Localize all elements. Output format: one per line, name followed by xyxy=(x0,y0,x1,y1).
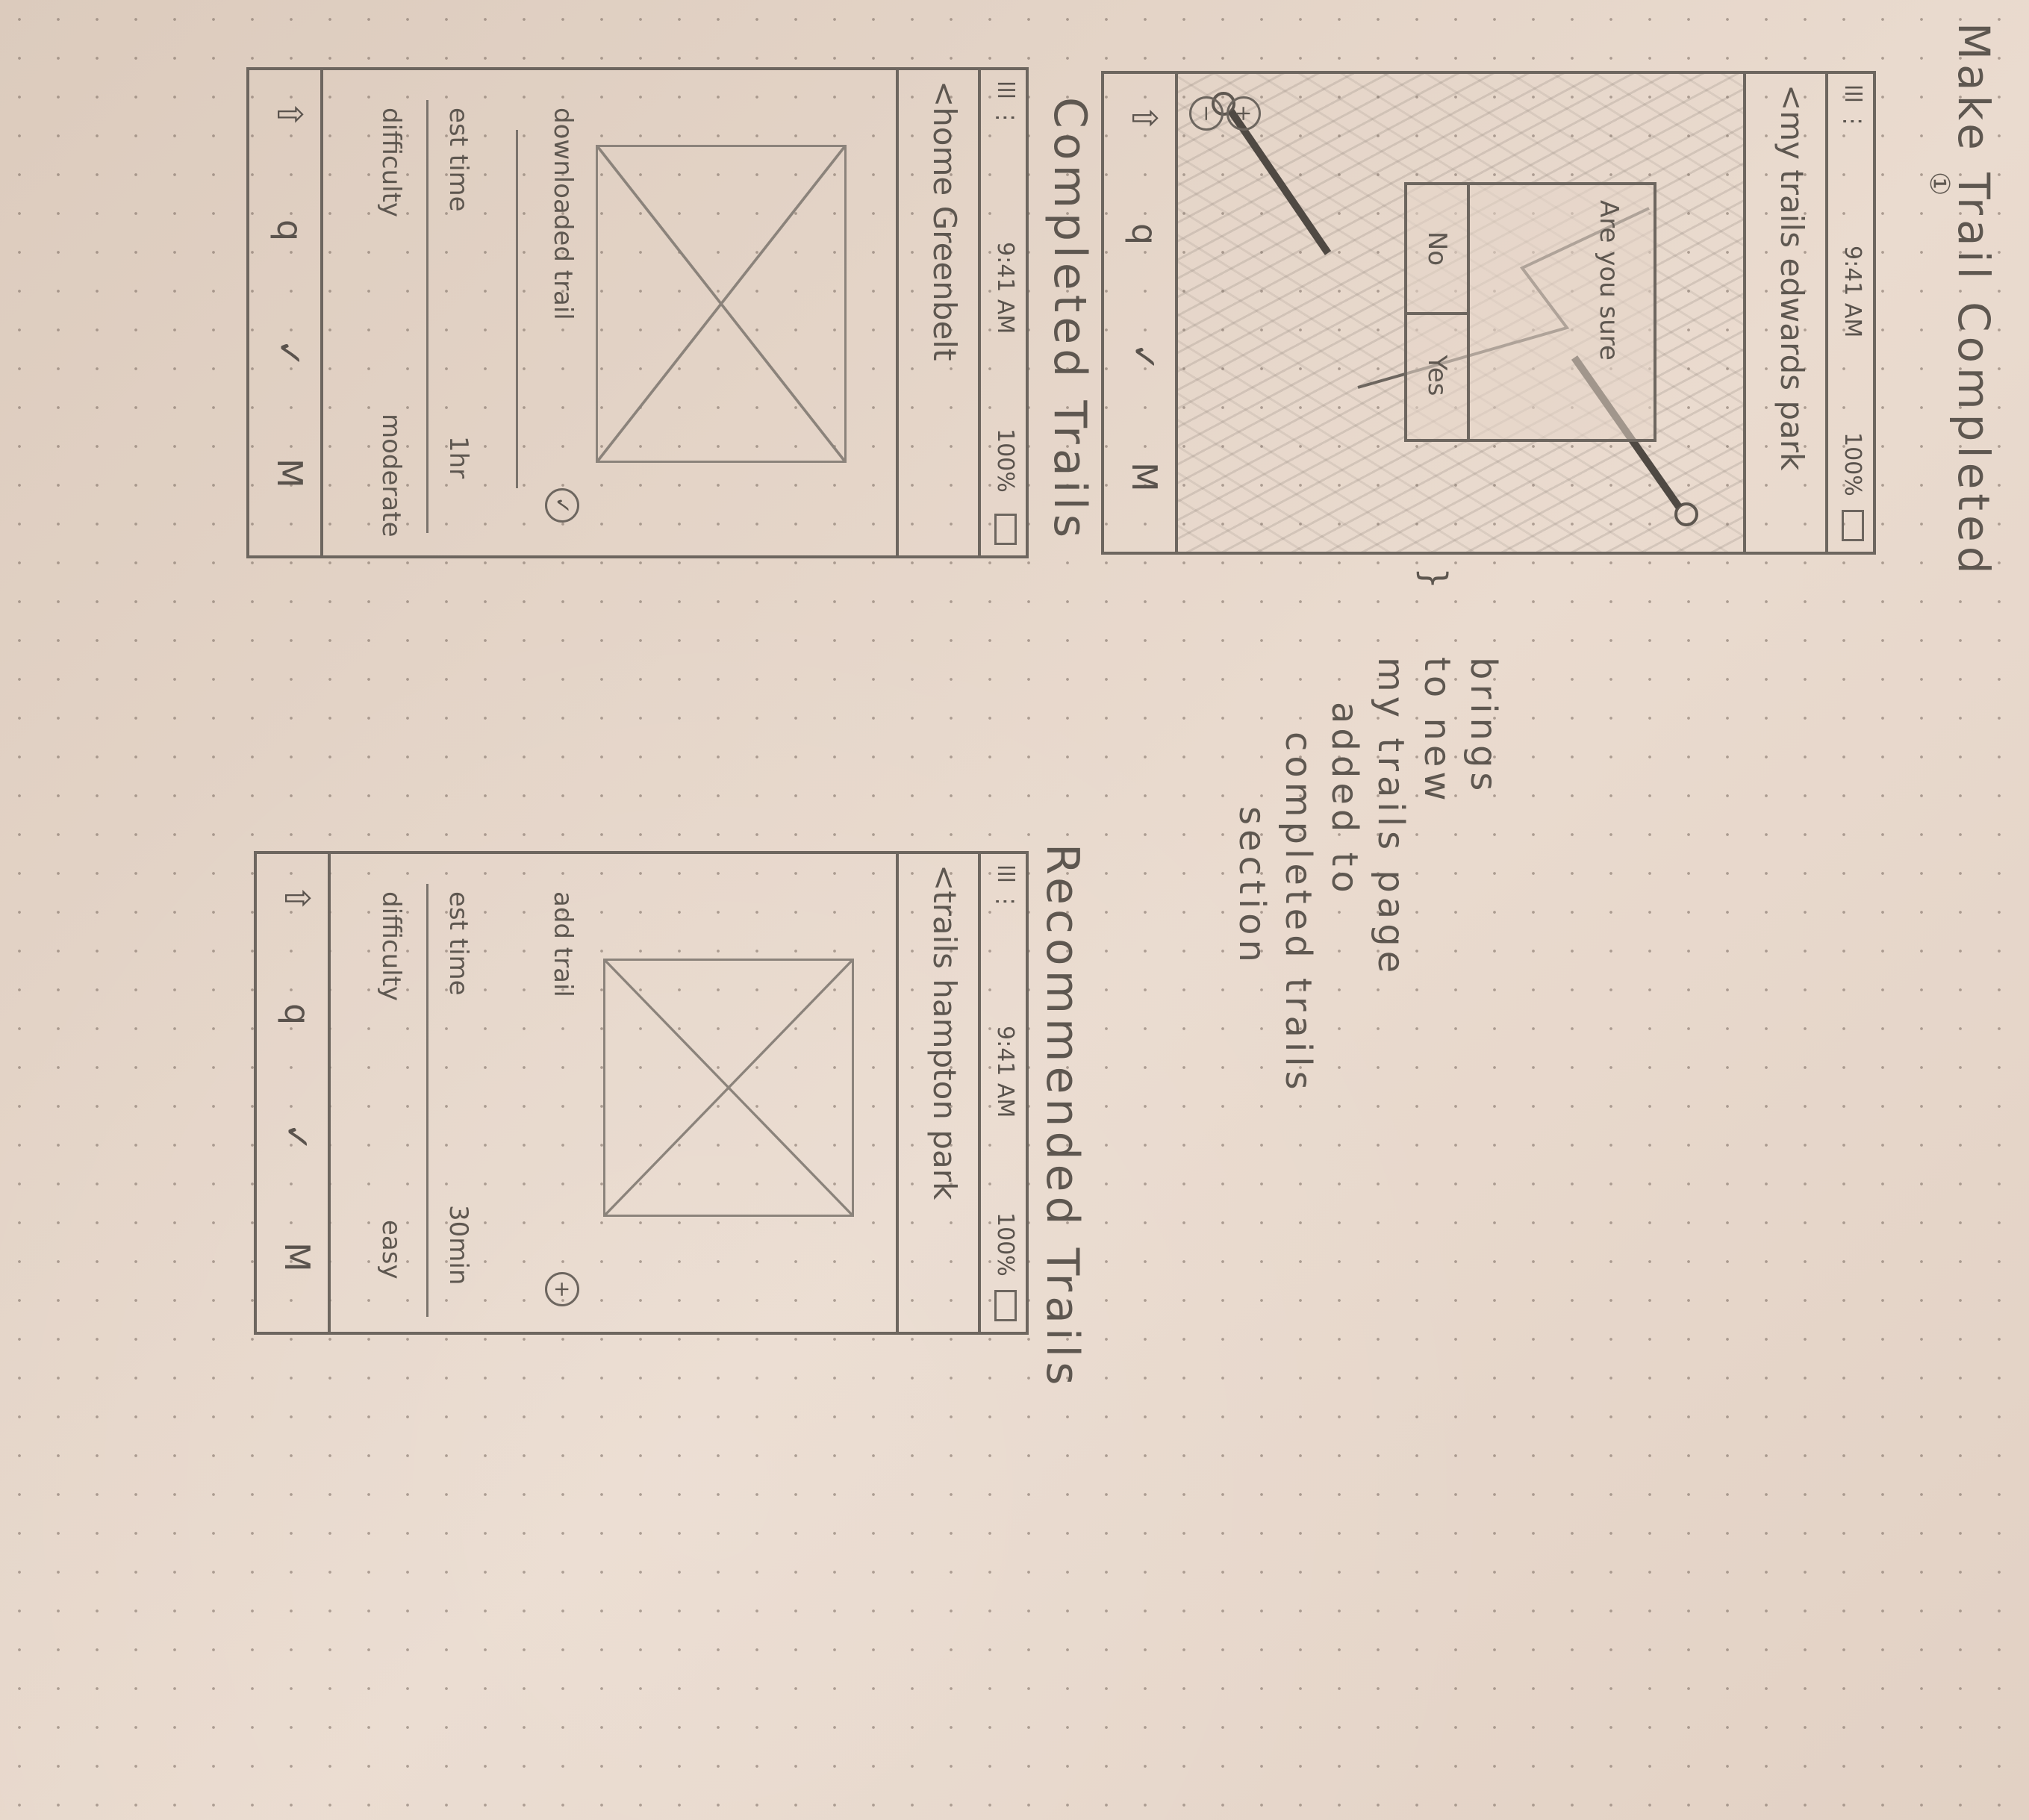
tab-search-icon[interactable]: q xyxy=(1124,223,1165,246)
est-time-label: est time xyxy=(443,107,473,212)
scroll-indicator xyxy=(516,130,518,488)
phone-completed-screen: lll ⋮ 9:41 AM 100% <home Greenbelt downl… xyxy=(246,67,1029,558)
nav-bar[interactable]: <home Greenbelt xyxy=(896,70,981,555)
tab-search-icon[interactable]: q xyxy=(269,219,310,242)
back-title[interactable]: <home Greenbelt xyxy=(926,81,963,361)
trail-image-placeholder xyxy=(596,145,847,463)
tab-map-icon[interactable]: M xyxy=(269,458,310,488)
annotation-arrow: } xyxy=(1414,567,1454,590)
tab-home-icon[interactable]: ⇧ xyxy=(1124,104,1165,133)
dialog-message: Are you sure xyxy=(1594,200,1624,361)
annotation-line-6: section xyxy=(1231,806,1273,967)
tab-check-icon[interactable]: ✓ xyxy=(269,339,310,368)
tab-bar: ⇧ q ✓ M xyxy=(1104,74,1178,552)
no-button[interactable]: No xyxy=(1407,185,1470,315)
status-bar: lll ⋮ 9:41 AM 100% xyxy=(1825,74,1873,552)
divider xyxy=(426,100,428,533)
check-icon[interactable]: ✓ xyxy=(545,488,579,523)
status-time: 9:41 AM xyxy=(1839,246,1866,338)
page-title: Make Trail Completed xyxy=(1948,22,1999,579)
yes-button[interactable]: Yes xyxy=(1407,312,1470,439)
annotation-line-4: added to xyxy=(1324,702,1365,897)
battery-icon xyxy=(994,514,1017,545)
tab-check-icon[interactable]: ✓ xyxy=(1124,343,1165,372)
add-trail-icon[interactable]: + xyxy=(545,1272,579,1306)
difficulty-label: difficulty xyxy=(376,891,406,1002)
status-bar: lll ⋮ 9:41 AM 100% xyxy=(978,70,1026,555)
status-bar: lll ⋮ 9:41 AM 100% xyxy=(978,854,1026,1332)
annotation-line-1: brings xyxy=(1462,657,1504,796)
annotation-line-2: to new xyxy=(1416,657,1458,805)
confirm-dialog: Are you sure No Yes xyxy=(1404,182,1656,442)
signal-icon: lll ⋮ xyxy=(992,864,1018,913)
status-battery: 100% xyxy=(992,428,1018,493)
tab-check-icon[interactable]: ✓ xyxy=(277,1123,317,1152)
difficulty-value: moderate xyxy=(376,414,406,537)
status-time: 9:41 AM xyxy=(992,1026,1018,1118)
phone-dialog-screen: lll ⋮ 9:41 AM 100% <my trails edwards pa… xyxy=(1101,71,1876,555)
est-time-value: 30min xyxy=(443,1205,473,1285)
recommended-trails-label: Recommended Trails xyxy=(1036,844,1088,1390)
tab-bar: ⇧ q ✓ M xyxy=(257,854,331,1332)
action-label: downloaded trail xyxy=(548,107,578,320)
tab-search-icon[interactable]: q xyxy=(277,1003,317,1026)
nav-bar[interactable]: <my trails edwards park xyxy=(1743,74,1828,552)
annotation-line-3: my trails page xyxy=(1370,657,1412,978)
est-time-label: est time xyxy=(443,891,473,996)
status-battery: 100% xyxy=(992,1212,1018,1277)
completed-trails-label: Completed Trails xyxy=(1044,97,1096,543)
back-title[interactable]: <my trails edwards park xyxy=(1774,84,1810,471)
battery-icon xyxy=(994,1290,1017,1321)
zoom-in-button[interactable]: + xyxy=(1227,96,1261,131)
status-time: 9:41 AM xyxy=(992,242,1018,334)
est-time-value: 1hr xyxy=(443,436,473,479)
zoom-out-button[interactable]: − xyxy=(1189,96,1224,131)
difficulty-label: difficulty xyxy=(376,107,406,218)
difficulty-value: easy xyxy=(376,1220,406,1280)
annotation-text: brings to new my trails page added to co… xyxy=(1229,657,1506,1120)
tab-bar: ⇧ q ✓ M xyxy=(249,70,323,555)
signal-icon: lll ⋮ xyxy=(1839,84,1866,133)
divider xyxy=(426,884,428,1317)
annotation-line-5: completed trails xyxy=(1277,732,1319,1094)
tab-home-icon[interactable]: ⇧ xyxy=(277,884,317,913)
tab-home-icon[interactable]: ⇧ xyxy=(269,100,310,129)
tab-map-icon[interactable]: M xyxy=(1124,462,1165,492)
battery-icon xyxy=(1842,510,1864,541)
page-marker: ① xyxy=(1924,172,1954,201)
nav-bar[interactable]: <trails hampton park xyxy=(896,854,981,1332)
signal-icon: lll ⋮ xyxy=(992,81,1018,129)
phone-recommended-screen: lll ⋮ 9:41 AM 100% <trails hampton park … xyxy=(254,851,1029,1335)
status-battery: 100% xyxy=(1839,432,1866,496)
action-label: add trail xyxy=(548,891,578,997)
tab-map-icon[interactable]: M xyxy=(277,1242,317,1272)
trail-image-placeholder xyxy=(603,959,854,1217)
back-title[interactable]: <trails hampton park xyxy=(926,864,963,1200)
